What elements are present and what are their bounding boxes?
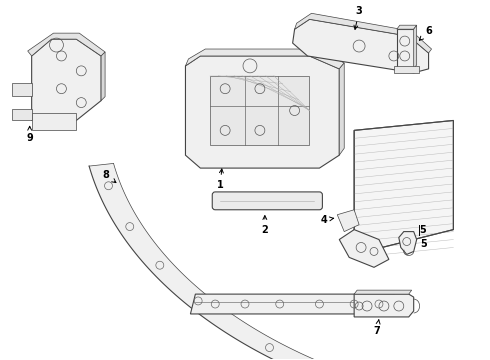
Polygon shape [397,25,416,29]
Text: 7: 7 [373,320,380,336]
Polygon shape [28,33,105,56]
Text: 3: 3 [354,6,363,30]
Polygon shape [32,113,76,130]
Text: 9: 9 [26,126,33,143]
Polygon shape [293,19,429,73]
Polygon shape [89,163,490,360]
Text: 6: 6 [419,26,432,40]
Polygon shape [339,230,389,267]
Polygon shape [185,49,344,69]
Polygon shape [399,231,416,255]
Polygon shape [354,290,412,294]
FancyBboxPatch shape [212,192,322,210]
Text: 2: 2 [262,216,268,235]
Polygon shape [12,83,32,96]
Polygon shape [185,56,339,168]
Text: 8: 8 [102,170,116,183]
Polygon shape [294,13,432,53]
Polygon shape [397,29,414,69]
Polygon shape [101,52,105,100]
Text: 4: 4 [321,215,334,225]
Text: 1: 1 [217,169,223,190]
Text: 5: 5 [419,225,426,235]
Polygon shape [32,39,101,121]
Polygon shape [354,294,414,317]
Polygon shape [12,109,32,121]
Polygon shape [414,25,416,69]
Text: 5: 5 [420,239,427,249]
Polygon shape [339,63,344,155]
Polygon shape [394,66,418,73]
Polygon shape [210,76,310,145]
Polygon shape [354,121,453,249]
Polygon shape [191,294,404,314]
Polygon shape [337,210,359,231]
